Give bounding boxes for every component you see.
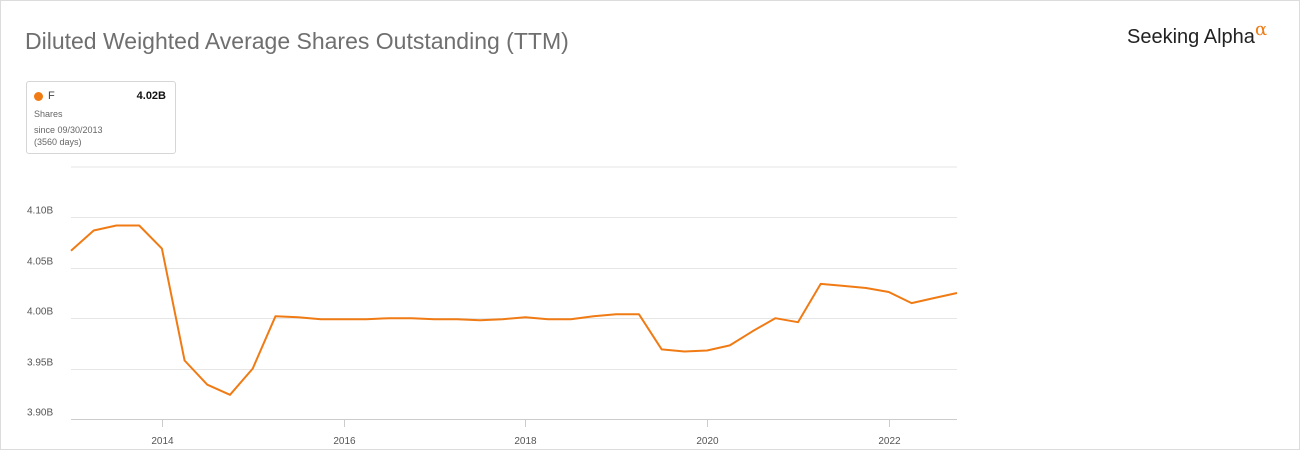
data-point[interactable] — [227, 392, 233, 398]
data-point[interactable] — [909, 300, 915, 306]
data-point[interactable] — [954, 290, 960, 296]
data-point[interactable] — [454, 316, 460, 322]
y-tick-label: 4.00B — [27, 307, 53, 318]
y-tick-label: 4.05B — [27, 257, 53, 268]
data-point[interactable] — [795, 319, 801, 325]
data-point[interactable] — [409, 315, 415, 321]
series-legend[interactable]: F 4.02B Shares since 09/30/2013 (3560 da… — [26, 81, 176, 154]
data-point[interactable] — [863, 285, 869, 291]
data-point[interactable] — [182, 358, 188, 364]
data-point[interactable] — [204, 382, 210, 388]
y-tick-label: 3.95B — [27, 358, 53, 369]
data-point[interactable] — [273, 313, 279, 319]
data-point[interactable] — [886, 289, 892, 295]
series-line-f[interactable] — [70, 224, 958, 396]
data-point[interactable] — [318, 316, 324, 322]
data-point[interactable] — [341, 316, 347, 322]
data-point[interactable] — [659, 346, 665, 352]
data-point[interactable] — [591, 313, 597, 319]
legend-metric: Shares — [34, 109, 63, 119]
data-point[interactable] — [818, 281, 824, 287]
legend-ticker: F — [48, 90, 55, 102]
data-point[interactable] — [250, 366, 256, 372]
data-point[interactable] — [136, 223, 142, 229]
legend-since-date: since 09/30/2013 — [34, 125, 103, 135]
data-point[interactable] — [931, 295, 937, 301]
data-point[interactable] — [500, 316, 506, 322]
data-point[interactable] — [386, 315, 392, 321]
page-title: Diluted Weighted Average Shares Outstand… — [25, 28, 569, 54]
y-tick-label: 4.10B — [27, 206, 53, 217]
x-tick-label: 2018 — [514, 436, 537, 447]
series-color-dot — [34, 92, 43, 101]
data-point[interactable] — [840, 283, 846, 289]
data-point[interactable] — [636, 311, 642, 317]
brand-logo[interactable]: Seeking Alpha α — [1127, 19, 1267, 49]
data-point[interactable] — [727, 342, 733, 348]
x-axis-ticks: 2014 2016 2018 2020 2022 — [151, 419, 901, 447]
data-point[interactable] — [522, 314, 528, 320]
alpha-icon: α — [1255, 19, 1268, 40]
series-layer — [68, 223, 960, 398]
data-point[interactable] — [477, 317, 483, 323]
data-point[interactable] — [681, 349, 687, 355]
data-point[interactable] — [363, 316, 369, 322]
x-tick-label: 2022 — [878, 436, 901, 447]
x-tick-label: 2014 — [151, 436, 174, 447]
data-point[interactable] — [613, 311, 619, 317]
legend-day-count: (3560 days) — [34, 137, 82, 147]
data-point[interactable] — [772, 315, 778, 321]
data-point[interactable] — [750, 328, 756, 334]
y-axis-ticks: 3.90B 3.95B 4.00B 4.05B 4.10B — [27, 206, 53, 419]
data-point[interactable] — [113, 223, 119, 229]
y-tick-label: 3.90B — [27, 408, 53, 419]
x-tick-label: 2020 — [696, 436, 719, 447]
data-point[interactable] — [545, 316, 551, 322]
x-tick-label: 2016 — [333, 436, 356, 447]
brand-name: Seeking Alpha — [1127, 26, 1255, 48]
data-point[interactable] — [568, 316, 574, 322]
data-point[interactable] — [704, 348, 710, 354]
data-point[interactable] — [432, 316, 438, 322]
data-point[interactable] — [91, 228, 97, 234]
data-point[interactable] — [159, 246, 165, 252]
data-point[interactable] — [68, 248, 74, 254]
data-point[interactable] — [295, 314, 301, 320]
legend-value: 4.02B — [136, 90, 166, 102]
